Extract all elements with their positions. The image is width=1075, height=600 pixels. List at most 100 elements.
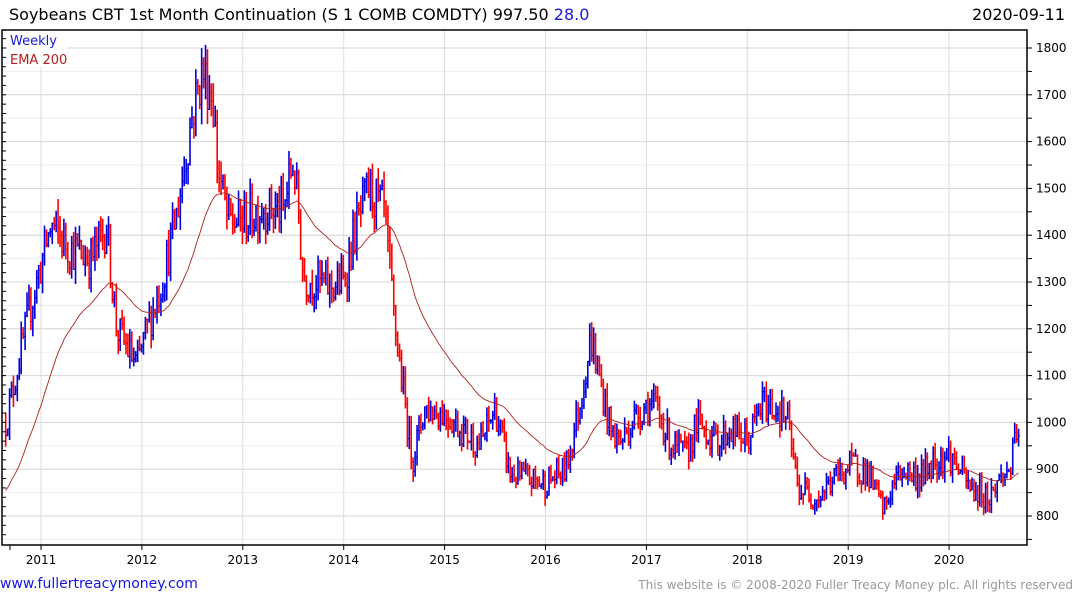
weekly-bar (64, 222, 68, 260)
legend-weekly: Weekly (10, 34, 57, 49)
weekly-bar (33, 289, 37, 319)
weekly-bar (303, 257, 307, 282)
weekly-bar (419, 413, 423, 434)
weekly-bar (431, 406, 435, 425)
weekly-bar (481, 421, 485, 438)
weekly-bar (436, 412, 440, 431)
weekly-bar (976, 485, 980, 511)
weekly-bar (815, 499, 819, 512)
weekly-bar (935, 458, 939, 483)
weekly-bar (830, 476, 834, 497)
weekly-bar (522, 461, 526, 472)
weekly-bar (879, 490, 883, 499)
weekly-bar (163, 283, 167, 302)
weekly-bar (925, 452, 929, 481)
weekly-bar (91, 236, 95, 262)
weekly-bar (644, 399, 648, 414)
weekly-bar (126, 333, 130, 358)
weekly-bar (62, 218, 66, 257)
weekly-bar (11, 375, 15, 408)
weekly-bar (528, 464, 532, 486)
weekly-bar (679, 433, 683, 444)
weekly-bar (741, 437, 745, 444)
weekly-bar (174, 207, 178, 230)
weekly-bar (367, 167, 371, 198)
weekly-bar (898, 465, 902, 481)
weekly-bar (277, 185, 281, 233)
y-tick-label: 1700 (1036, 88, 1067, 102)
axes: 800 900 1000 1100 1200 1300 1400 1500 1600 1700 18… (2, 38, 1067, 567)
weekly-bar (807, 478, 811, 503)
weekly-bar (665, 408, 669, 441)
weekly-bar (729, 428, 733, 443)
weekly-bar (937, 461, 941, 480)
weekly-bar (361, 176, 365, 215)
weekly-bar (774, 402, 778, 423)
weekly-bar (953, 447, 957, 465)
weekly-bar (50, 222, 54, 244)
weekly-bar (749, 435, 753, 455)
weekly-bar (101, 218, 105, 251)
weekly-bar (498, 419, 502, 436)
weekly-bar (304, 275, 308, 306)
weekly-bar (764, 381, 768, 423)
x-tick-label: 2016 (530, 553, 561, 567)
weekly-bar (95, 226, 99, 261)
chart-title: Soybeans CBT 1st Month Continuation (S 1… (9, 5, 589, 24)
weekly-bar (566, 448, 570, 470)
copyright: This website is © 2008-2020 Fuller Treac… (638, 578, 1073, 592)
price-bars (4, 44, 1021, 520)
weekly-bar (594, 332, 598, 374)
weekly-bar (834, 464, 838, 477)
weekly-bar (929, 460, 933, 484)
weekly-bar (636, 405, 640, 429)
weekly-bar (597, 355, 601, 377)
weekly-bar (434, 401, 438, 420)
weekly-bar (780, 390, 784, 432)
weekly-bar (865, 459, 869, 487)
weekly-bar (35, 269, 39, 304)
weekly-bar (689, 433, 693, 462)
weekly-bar (512, 464, 516, 482)
weekly-bar (196, 79, 200, 95)
weekly-bar (906, 462, 910, 486)
weekly-bar (601, 378, 605, 417)
weekly-bar (400, 349, 404, 393)
weekly-bar (743, 418, 747, 453)
weekly-bar (574, 400, 578, 438)
weekly-bar (921, 459, 925, 487)
weekly-bar (984, 482, 988, 514)
weekly-bar (328, 273, 332, 308)
weekly-bar (37, 264, 41, 289)
weekly-bar (10, 381, 14, 398)
grid (2, 30, 1027, 545)
weekly-bar (817, 490, 821, 509)
weekly-bar (745, 417, 749, 447)
weekly-bar (89, 237, 93, 293)
weekly-bar (134, 351, 138, 363)
weekly-bar (440, 400, 444, 426)
weekly-bar (671, 444, 675, 459)
y-tick-label: 1000 (1036, 415, 1067, 429)
weekly-bar (758, 403, 762, 421)
weekly-bar (987, 499, 991, 513)
weekly-bar (219, 161, 223, 196)
weekly-bar (77, 225, 81, 250)
website-link[interactable]: www.fullertreacymoney.com (0, 576, 198, 592)
weekly-bar (795, 456, 799, 487)
weekly-bar (392, 274, 396, 316)
weekly-bar (155, 285, 159, 324)
weekly-bar (694, 408, 698, 442)
weekly-bar (407, 415, 411, 450)
weekly-bar (376, 168, 380, 202)
weekly-bar (429, 400, 433, 422)
weekly-bar (370, 163, 374, 219)
weekly-bar (634, 403, 638, 415)
weekly-bar (223, 174, 227, 201)
weekly-bar (169, 222, 173, 282)
weekly-bar (258, 216, 262, 244)
weekly-bar (365, 172, 369, 194)
weekly-bar (549, 464, 553, 484)
weekly-bar (623, 417, 627, 443)
weekly-bar (714, 422, 718, 436)
